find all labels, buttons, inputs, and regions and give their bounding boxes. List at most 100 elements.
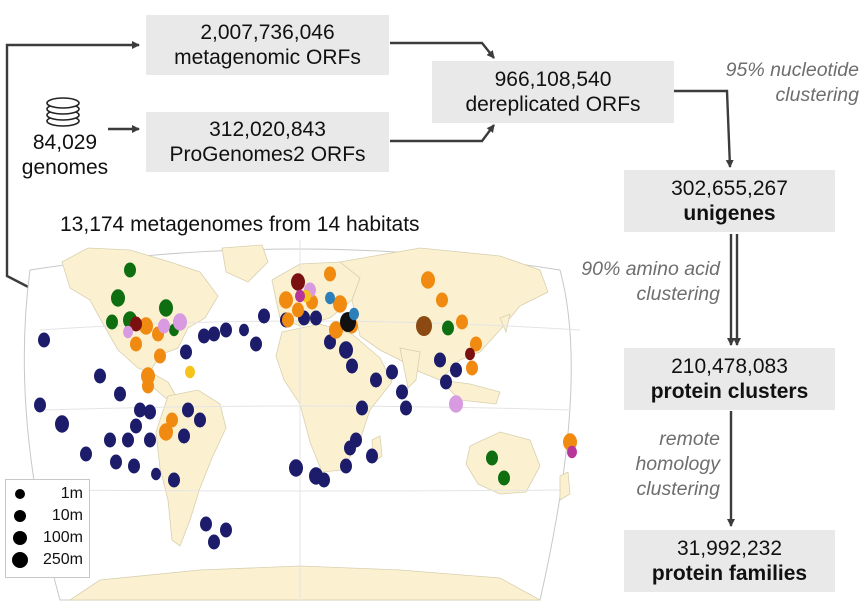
sample-marker-orange <box>466 360 478 376</box>
sample-marker-marine <box>130 418 142 434</box>
sample-marker-marine <box>200 516 212 532</box>
arrow-progenomes-to-dereplicated <box>390 124 495 143</box>
map-title: 13,174 metagenomes from 14 habitats <box>60 213 420 236</box>
sample-marker-orange <box>154 348 166 364</box>
sample-marker-blue <box>325 291 335 305</box>
sample-marker-marine <box>318 472 330 488</box>
sample-marker-marine <box>440 374 452 390</box>
sample-marker-marine <box>400 400 412 416</box>
sample-marker-pink <box>123 325 133 339</box>
sample-marker-darkred <box>291 273 305 291</box>
dereplicated-count: 966,108,540 <box>494 68 612 91</box>
size-legend: 1m 10m 100m 250m <box>5 479 90 578</box>
sample-marker-orange <box>324 266 336 282</box>
sample-marker-marine <box>55 415 69 433</box>
arrow-map-to-metagenomic <box>5 41 140 294</box>
legend-entry-10m: 10m <box>6 506 89 526</box>
sample-marker-orange <box>130 336 142 352</box>
legend-dot <box>13 531 27 545</box>
sample-marker-marine <box>220 522 232 538</box>
sample-marker-orange <box>282 312 294 328</box>
sample-marker-marine <box>182 402 194 418</box>
sample-marker-marine <box>144 432 156 448</box>
legend-dot <box>12 552 28 568</box>
sample-marker-marine <box>194 412 206 428</box>
sample-marker-marine <box>151 467 161 481</box>
sample-marker-orange <box>421 271 435 289</box>
india <box>399 347 421 389</box>
genomes-count: 84,029 <box>32 131 98 154</box>
sample-marker-marine <box>356 400 368 416</box>
genomes-label: 84,029 genomes <box>10 130 120 180</box>
sample-marker-marine <box>250 336 262 352</box>
legend-dot <box>15 489 25 499</box>
sample-marker-marine <box>434 352 446 368</box>
legend-entry-250m: 250m <box>6 550 89 570</box>
sample-marker-pink <box>158 318 170 334</box>
sample-marker-marine <box>396 384 408 400</box>
metagenomic-orfs-box: 2,007,736,046 metagenomic ORFs <box>146 15 389 75</box>
sample-marker-marine <box>178 428 190 444</box>
sample-marker-marine <box>198 328 210 344</box>
new-zealand <box>559 471 571 501</box>
sample-marker-orange <box>139 317 153 335</box>
arrow-dereplicated-to-unigenes <box>674 89 734 168</box>
sample-marker-marine <box>386 364 398 380</box>
sample-marker-pink <box>173 313 187 331</box>
legend-dot <box>14 510 26 522</box>
land-masses <box>61 244 571 601</box>
protein-clusters-label: protein clusters <box>650 380 809 403</box>
sample-marker-pink <box>449 395 463 413</box>
south-america <box>155 389 227 547</box>
sample-marker-marine <box>450 362 462 378</box>
sample-marker-marine <box>220 322 232 338</box>
legend-entry-1m: 1m <box>6 484 89 504</box>
protein-families-box: 31,992,232 protein families <box>624 530 835 592</box>
protein-clusters-count: 210,478,083 <box>671 355 788 378</box>
sample-marker-yellow <box>185 365 195 379</box>
unigenes-count: 302,655,267 <box>671 177 788 200</box>
sample-marker-marine <box>180 344 192 360</box>
legend-entry-100m: 100m <box>6 528 89 548</box>
sample-marker-green <box>159 299 173 317</box>
sample-marker-magenta <box>567 445 577 459</box>
progenomes-orfs-box: 312,020,843 ProGenomes2 ORFs <box>146 112 389 172</box>
antarctica <box>68 565 541 601</box>
sample-marker-blue <box>349 307 359 321</box>
sample-marker-orange <box>159 423 173 441</box>
sample-marker-marine <box>370 372 382 388</box>
sample-marker-green <box>442 320 454 336</box>
genomes-text: genomes <box>21 156 109 179</box>
sample-marker-darkred <box>130 316 142 332</box>
sample-marker-marine <box>208 326 220 342</box>
sample-marker-magenta <box>295 289 305 303</box>
sample-marker-orange <box>142 378 154 394</box>
nucleotide-clustering-note: 95% nucleotide clustering <box>725 59 859 106</box>
sample-marker-green <box>498 470 510 486</box>
sample-marker-green <box>111 289 125 307</box>
metagenomic-label: metagenomic ORFs <box>174 46 361 69</box>
sample-marker-orange <box>456 314 468 330</box>
sample-marker-marine <box>110 454 122 470</box>
north-america <box>61 247 219 373</box>
sample-marker-marine <box>80 446 92 462</box>
japan <box>499 313 511 334</box>
sample-marker-green <box>106 314 118 330</box>
sample-marker-marine <box>208 534 220 550</box>
sample-marker-marine <box>339 341 353 359</box>
protein-clusters-box: 210,478,083 protein clusters <box>624 348 835 410</box>
database-icon <box>46 97 80 127</box>
sample-marker-marine <box>310 310 322 326</box>
sample-marker-marine <box>104 432 116 448</box>
sample-marker-green <box>486 450 498 466</box>
sample-marker-marine <box>366 448 378 464</box>
progenomes-count: 312,020,843 <box>209 118 326 141</box>
sample-markers <box>34 262 577 550</box>
unigenes-label: unigenes <box>683 202 776 225</box>
sample-marker-marine <box>324 334 336 350</box>
sample-marker-marine <box>38 332 50 348</box>
australia <box>465 431 541 495</box>
protein-families-label: protein families <box>651 562 808 585</box>
sample-marker-orange <box>279 291 293 309</box>
